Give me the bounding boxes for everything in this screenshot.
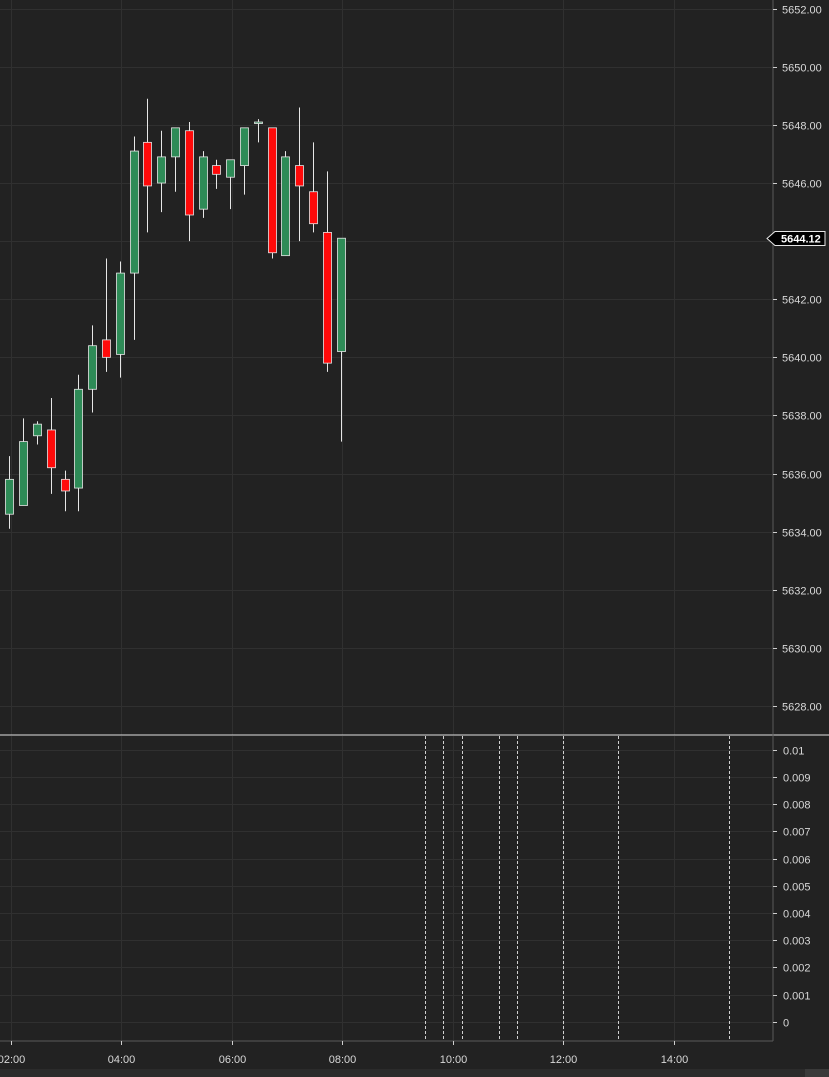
candle-body-up xyxy=(199,156,208,210)
indicator-tick-label: 0 xyxy=(783,1018,789,1030)
time-tick-label: 12:00 xyxy=(550,1054,578,1066)
last-price-label: 5644.12 xyxy=(781,234,821,246)
price-tick-label: 5636.00 xyxy=(782,470,822,482)
price-tick-label: 5632.00 xyxy=(782,586,822,598)
price-tick-label: 5638.00 xyxy=(782,411,822,423)
time-tick-label: 14:00 xyxy=(661,1054,689,1066)
price-tick-label: 5652.00 xyxy=(782,5,822,17)
candle-body-up xyxy=(157,156,166,184)
candle-body-up xyxy=(88,345,97,390)
candle-body-up xyxy=(74,388,83,489)
scroll-corner-button[interactable] xyxy=(805,1069,829,1077)
candle-body-up xyxy=(226,159,235,178)
indicator-tick-label: 0.003 xyxy=(783,936,811,948)
indicator-tick-label: 0.005 xyxy=(783,882,811,894)
time-tick-label: 08:00 xyxy=(329,1054,357,1066)
candle-body-down xyxy=(102,339,111,358)
price-axis[interactable]: 5652.005650.005648.005646.005644.005642.… xyxy=(773,5,822,714)
candle-body-down xyxy=(143,141,152,187)
candle-body-down xyxy=(268,127,277,254)
candle-body-down xyxy=(185,130,194,216)
candle-body-down xyxy=(323,232,332,364)
last-price-marker: 5644.12 xyxy=(766,231,826,246)
candle-body-down xyxy=(47,429,56,469)
candle-body-down xyxy=(309,191,318,225)
candle-body-up xyxy=(254,121,263,124)
indicator-tick-label: 0.007 xyxy=(783,827,811,839)
last-price-box xyxy=(766,231,826,246)
price-tick-label: 5648.00 xyxy=(782,121,822,133)
price-tick-label: 5640.00 xyxy=(782,353,822,365)
indicator-tick-label: 0.008 xyxy=(783,800,811,812)
indicator-panel[interactable] xyxy=(0,736,773,1041)
price-tick-label: 5628.00 xyxy=(782,702,822,714)
indicator-tick-label: 0.004 xyxy=(783,909,811,921)
indicator-tick-label: 0.009 xyxy=(783,773,811,785)
price-tick-label: 5630.00 xyxy=(782,644,822,656)
time-tick-label: 02:00 xyxy=(0,1054,25,1066)
price-panel[interactable] xyxy=(0,0,773,735)
candle-body-down xyxy=(212,165,221,175)
candle-body-up xyxy=(116,272,125,355)
horizontal-scrollbar[interactable] xyxy=(0,1069,829,1077)
time-tick-label: 04:00 xyxy=(108,1054,136,1066)
indicator-tick-label: 0.002 xyxy=(783,963,811,975)
time-axis[interactable]: 02:00 04:00 06:00 08:00 10:00 12:00 14:00 xyxy=(0,1041,688,1066)
price-tick-label: 5642.00 xyxy=(782,295,822,307)
indicator-axis[interactable]: 0.01 0.009 0.008 0.007 0.006 0.005 0.004 0.003 0… xyxy=(773,746,811,1030)
indicator-tick-label: 0.006 xyxy=(783,855,811,867)
indicator-grid xyxy=(0,736,773,1041)
price-tick-label: 5646.00 xyxy=(782,179,822,191)
candle-body-up xyxy=(33,423,42,437)
candle-body-up xyxy=(240,127,249,166)
candle-body-up xyxy=(130,150,139,274)
price-tick-label: 5650.00 xyxy=(782,63,822,75)
price-grid xyxy=(0,0,773,735)
candle-body-up xyxy=(337,237,346,352)
candle-body-up xyxy=(281,156,290,257)
candle-body-up xyxy=(5,478,14,515)
indicator-tick-label: 0.001 xyxy=(783,991,811,1003)
candle-body-down xyxy=(61,478,70,492)
time-tick-label: 06:00 xyxy=(219,1054,247,1066)
candle-body-up xyxy=(171,127,180,158)
price-tick-label: 5634.00 xyxy=(782,528,822,540)
indicator-markers xyxy=(425,736,730,1041)
time-tick-label: 10:00 xyxy=(440,1054,468,1066)
candles xyxy=(5,98,346,529)
indicator-tick-label: 0.01 xyxy=(783,746,804,758)
candle-body-up xyxy=(19,441,28,506)
candle-body-down xyxy=(295,165,304,187)
